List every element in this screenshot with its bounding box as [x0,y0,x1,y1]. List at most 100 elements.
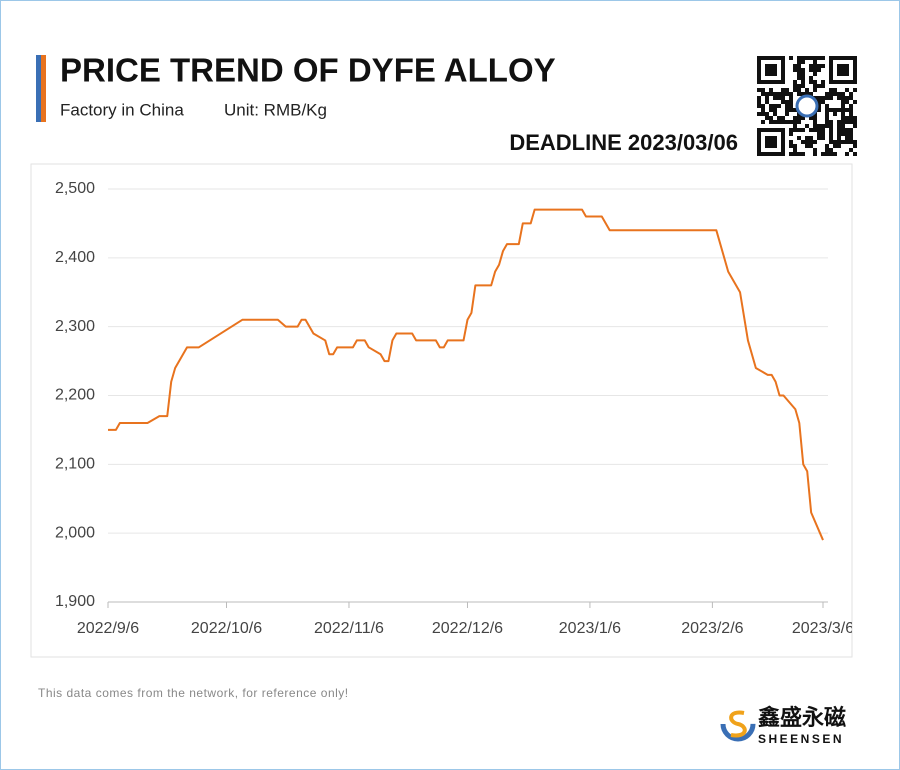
qr-cell [817,56,821,60]
qr-cell [813,116,817,120]
x-tick-label: 2023/3/6 [792,620,854,637]
qr-cell [785,88,789,92]
qr-cell [849,132,853,136]
qr-cell [841,104,845,108]
qr-cell [765,100,769,104]
qr-cell [809,64,813,68]
qr-cell [793,116,797,120]
qr-cell [797,60,801,64]
qr-cell [761,120,765,124]
qr-code [757,56,857,156]
qr-cell [833,144,837,148]
qr-cell [797,120,801,124]
qr-cell [813,148,817,152]
qr-cell [797,88,801,92]
qr-cell [825,152,829,156]
qr-cell [761,108,765,112]
footnote: This data comes from the network, for re… [38,686,349,700]
unit: Unit: RMB/Kg [224,100,327,119]
qr-cell [809,136,813,140]
qr-cell [773,120,777,124]
qr-cell [777,116,781,120]
qr-cell [837,144,841,148]
qr-cell [813,128,817,132]
qr-cell [825,120,829,124]
qr-cell [793,124,797,128]
qr-cell [821,128,825,132]
qr-cell [781,100,785,104]
qr-cell [789,128,793,132]
qr-cell [813,64,817,68]
qr-cell [845,120,849,124]
qr-cell [845,88,849,92]
qr-cell [837,132,841,136]
qr-cell [837,120,841,124]
qr-cell [777,104,781,108]
qr-cell [801,76,805,80]
qr-cell [793,108,797,112]
qr-cell [789,56,793,60]
qr-cell [773,96,777,100]
qr-cell [809,76,813,80]
qr-cell [833,140,837,144]
qr-cell [797,68,801,72]
qr-cell [785,104,789,108]
qr-cell [821,136,825,140]
qr-cell [841,112,845,116]
qr-cell [785,112,789,116]
qr-cell [825,124,829,128]
qr-cell [765,92,769,96]
x-tick-label: 2022/11/6 [314,620,384,637]
qr-cell [785,100,789,104]
y-tick-label: 1,900 [55,593,95,610]
qr-cell [789,144,793,148]
qr-cell [821,64,825,68]
qr-cell [845,132,849,136]
y-tick-label: 2,200 [55,387,95,404]
qr-cell [789,92,793,96]
qr-cell [821,80,825,84]
qr-cell [841,108,845,112]
qr-cell [789,100,793,104]
qr-cell [853,100,857,104]
qr-cell [793,128,797,132]
qr-cell [809,56,813,60]
qr-cell [757,100,761,104]
qr-cell [769,116,773,120]
qr-cell [777,92,781,96]
qr-cell [849,112,853,116]
qr-cell [841,116,845,120]
qr-cell [801,72,805,76]
qr-cell [809,128,813,132]
qr-cell [801,80,805,84]
qr-cell [841,128,845,132]
qr-cell [793,148,797,152]
accent-bar [36,55,46,122]
qr-cell [829,120,833,124]
qr-cell [841,124,845,128]
qr-cell [797,136,801,140]
qr-cell [793,152,797,156]
qr-cell [793,68,797,72]
qr-cell [825,144,829,148]
qr-cell [769,88,773,92]
deadline: DEADLINE 2023/03/06 [509,130,738,155]
qr-finder-core [765,136,777,148]
qr-cell [801,152,805,156]
qr-cell [769,108,773,112]
y-tick-label: 2,500 [55,180,95,197]
qr-cell [797,92,801,96]
qr-cell [849,128,853,132]
qr-cell [853,88,857,92]
y-tick-label: 2,100 [55,456,95,473]
qr-cell [805,56,809,60]
qr-cell [849,92,853,96]
qr-cell [765,116,769,120]
qr-cell [837,96,841,100]
qr-cell [813,84,817,88]
qr-cell [821,124,825,128]
qr-cell [793,80,797,84]
qr-cell [845,128,849,132]
qr-cell [781,120,785,124]
